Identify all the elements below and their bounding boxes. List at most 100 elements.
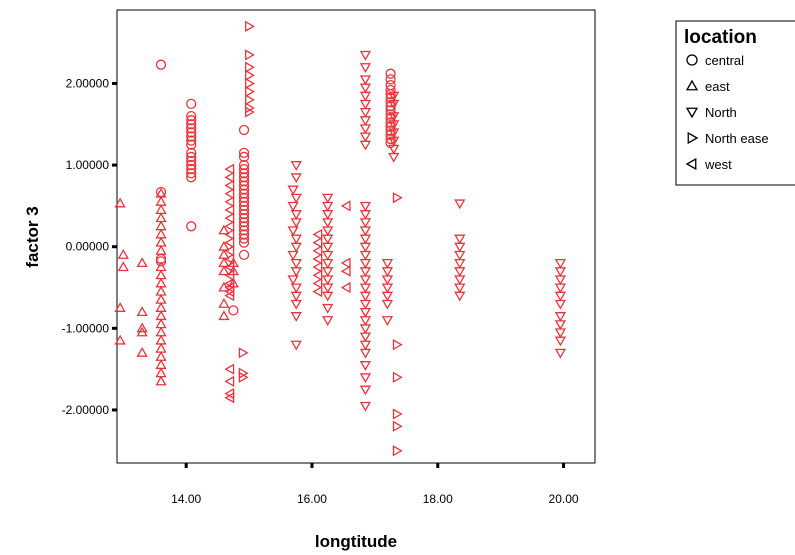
data-point-north	[290, 283, 302, 294]
data-point-north	[359, 316, 372, 326]
data-point-central	[155, 59, 167, 70]
data-point-north	[554, 336, 567, 347]
data-point-north	[554, 283, 567, 294]
data-point-north	[554, 312, 567, 322]
data-point-north-ease	[392, 445, 403, 457]
data-point-east	[155, 244, 167, 255]
x-tick-label: 20.00	[549, 492, 579, 506]
data-point-west	[312, 245, 323, 257]
data-point-central	[238, 225, 250, 236]
data-point-west	[340, 200, 351, 212]
data-point-north	[359, 116, 372, 126]
data-point-north	[359, 332, 372, 343]
data-point-west	[312, 269, 323, 281]
data-point-east	[114, 197, 126, 208]
data-point-west	[224, 163, 235, 175]
data-point-north	[454, 234, 466, 245]
data-point-north	[322, 242, 334, 253]
data-point-north	[388, 120, 400, 131]
legend-marker-north-ease	[687, 131, 699, 145]
data-point-central	[238, 217, 250, 228]
data-point-west	[224, 212, 235, 224]
data-point-north	[287, 250, 299, 261]
data-point-central	[385, 109, 396, 120]
data-point-north-ease	[392, 408, 403, 420]
legend-title: location	[684, 27, 757, 48]
data-point-north	[322, 267, 334, 277]
data-point-west	[224, 261, 235, 273]
data-point-central	[238, 180, 250, 191]
data-point-north	[359, 99, 372, 110]
data-point-north	[290, 173, 302, 184]
data-point-north	[359, 108, 372, 118]
plot-area	[116, 9, 596, 464]
data-point-central	[186, 155, 197, 167]
data-point-north	[290, 161, 302, 171]
data-point-north	[359, 299, 372, 310]
data-point-central	[186, 110, 197, 122]
data-point-north	[359, 226, 372, 237]
legend-label: North	[705, 105, 737, 120]
data-point-north	[359, 324, 372, 335]
data-point-north	[359, 75, 372, 86]
data-point-central	[238, 172, 250, 183]
data-point-north	[454, 267, 466, 277]
x-tick-label: 18.00	[423, 492, 453, 506]
data-point-central	[385, 97, 396, 108]
data-point-west	[224, 188, 235, 200]
data-point-north	[388, 144, 400, 155]
data-point-west	[224, 269, 235, 281]
data-point-west	[312, 277, 323, 290]
data-points	[114, 20, 567, 457]
data-point-west	[224, 179, 235, 192]
data-point-north	[359, 242, 372, 253]
data-point-north	[290, 218, 302, 229]
data-point-north	[554, 348, 567, 359]
legend: central east North North ease west	[685, 53, 769, 172]
data-point-north	[359, 385, 372, 396]
data-point-north	[287, 185, 299, 196]
data-point-east	[117, 249, 129, 259]
data-point-central	[238, 204, 250, 216]
data-point-east	[218, 310, 230, 321]
data-point-north	[359, 348, 372, 359]
data-point-north	[322, 210, 334, 220]
data-point-central	[238, 249, 250, 261]
data-point-central	[238, 159, 250, 171]
data-point-north	[554, 291, 567, 302]
data-point-central	[238, 147, 250, 158]
data-point-east	[114, 334, 126, 345]
data-point-north-ease	[245, 86, 255, 98]
data-point-north	[322, 316, 334, 326]
data-point-north	[454, 259, 466, 269]
data-point-north	[381, 299, 394, 310]
data-point-north-ease	[245, 49, 255, 61]
data-point-north	[290, 193, 302, 204]
data-point-north	[287, 201, 299, 212]
data-point-north	[381, 283, 394, 294]
data-point-north	[322, 218, 334, 229]
data-point-central	[385, 125, 396, 136]
data-point-north	[359, 361, 372, 371]
data-point-central	[186, 131, 197, 142]
data-point-north	[290, 267, 302, 277]
data-point-north	[287, 226, 299, 237]
data-point-north	[290, 340, 302, 351]
legend-label: central	[705, 53, 744, 68]
data-point-north	[359, 140, 372, 151]
data-point-north	[322, 234, 334, 245]
data-point-north	[359, 218, 372, 229]
data-point-west	[312, 285, 323, 298]
data-point-north	[290, 299, 302, 310]
data-point-north-ease	[245, 94, 255, 106]
data-point-north	[359, 267, 372, 277]
data-point-central	[385, 133, 396, 145]
data-point-central	[186, 139, 197, 150]
data-point-west	[312, 228, 323, 241]
legend-marker-east	[685, 79, 699, 91]
data-point-central	[238, 196, 250, 207]
data-point-west	[340, 265, 351, 277]
data-point-north	[359, 91, 372, 102]
x-axis-title: longtitude	[315, 532, 397, 551]
data-point-west	[224, 204, 235, 216]
